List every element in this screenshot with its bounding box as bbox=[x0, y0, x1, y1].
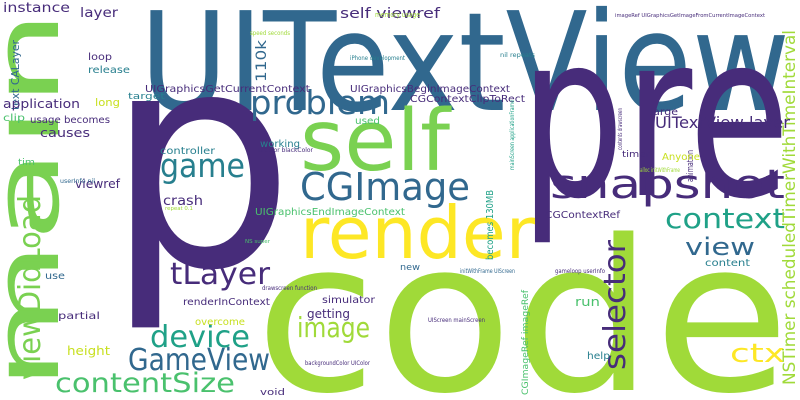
word: UIColor blackColor bbox=[258, 147, 314, 154]
word: run bbox=[575, 295, 600, 309]
word: view bbox=[685, 233, 755, 261]
word: selector bbox=[598, 239, 633, 370]
word: getting bbox=[307, 307, 350, 321]
word: ctx bbox=[730, 339, 785, 369]
word: UIGraphicsBeginImageContext bbox=[350, 84, 510, 95]
word: causes bbox=[40, 126, 90, 140]
word: timer bbox=[622, 150, 650, 160]
word: main bbox=[0, 10, 80, 390]
word: game bbox=[160, 146, 245, 185]
word: tim bbox=[18, 158, 35, 168]
word: text CALayer bbox=[9, 40, 22, 110]
word: UITextView bbox=[140, 0, 790, 143]
word: render bbox=[300, 191, 535, 275]
word: application bbox=[3, 97, 80, 111]
word: void bbox=[260, 388, 285, 398]
word: pre bbox=[520, 0, 790, 249]
word: 110k bbox=[254, 39, 270, 82]
word: viewDidLoad bbox=[13, 195, 48, 380]
word: Anyone bbox=[662, 152, 700, 163]
word: clip bbox=[3, 113, 25, 124]
word: used bbox=[355, 116, 380, 127]
word: problem bbox=[250, 83, 390, 122]
word: snapshot bbox=[550, 162, 785, 208]
word: context bbox=[665, 202, 785, 235]
word: target bbox=[128, 92, 166, 102]
word: self viewref bbox=[340, 6, 441, 22]
word: CGContextRef bbox=[545, 210, 621, 221]
word: becomes 130MB bbox=[485, 190, 496, 260]
word: new bbox=[400, 263, 420, 273]
word: nil repeats bbox=[500, 52, 535, 59]
word: usage becomes bbox=[30, 115, 110, 126]
word: CGImage bbox=[300, 165, 470, 209]
word: height bbox=[67, 344, 110, 358]
word: speed seconds bbox=[250, 30, 290, 37]
word: CGImageRef imageRef bbox=[521, 289, 531, 395]
word: long bbox=[95, 96, 120, 109]
word: instance bbox=[3, 1, 70, 16]
word: code bbox=[255, 195, 790, 400]
word: renderInContext bbox=[183, 297, 270, 308]
word: p bbox=[105, 0, 295, 336]
word: contentSize bbox=[55, 368, 235, 399]
word: tLayer bbox=[170, 257, 271, 292]
word: iPhone development bbox=[350, 55, 406, 62]
word: self bbox=[300, 92, 452, 191]
word: UIGraphicsEndImageContext bbox=[255, 207, 405, 218]
word: UITextView layer bbox=[655, 113, 790, 132]
word: mainScreen applicationFrame bbox=[509, 100, 516, 170]
word: UIGraphicsGetCurrentContext bbox=[145, 84, 310, 95]
word: viewref bbox=[75, 177, 121, 191]
word: partial bbox=[58, 311, 100, 322]
word: simulator bbox=[322, 295, 376, 306]
word: image bbox=[297, 311, 370, 344]
word: large bbox=[650, 107, 678, 118]
word: repeat 0.1 bbox=[165, 206, 193, 212]
word: overcome bbox=[195, 317, 245, 328]
word: backgroundColor UIColor bbox=[305, 360, 370, 367]
word: release bbox=[88, 65, 130, 76]
word: device bbox=[150, 320, 250, 355]
word: animation bbox=[686, 150, 696, 182]
word: contents drawscreen bbox=[617, 108, 624, 150]
word: UIScreen mainScreen bbox=[428, 317, 485, 324]
word: initWithFrame UIScreen bbox=[460, 268, 515, 275]
word: NS super bbox=[245, 239, 271, 245]
word: userInfo nil bbox=[60, 178, 95, 185]
word: content bbox=[705, 258, 750, 269]
word: drawscreen function bbox=[262, 285, 317, 292]
word: GameView bbox=[128, 343, 270, 378]
word: loop bbox=[88, 52, 112, 63]
word: gameloop userInfo bbox=[555, 268, 605, 275]
word: controller bbox=[160, 146, 216, 157]
word: CGContextClipToRect bbox=[410, 94, 525, 105]
word: NSTimer scheduledTimerWithTimeInterval bbox=[780, 30, 800, 385]
word: use bbox=[45, 271, 65, 282]
word: layer bbox=[80, 6, 119, 21]
word: help bbox=[587, 351, 610, 362]
word: crash bbox=[163, 194, 203, 209]
word: alloc initWithFrame bbox=[640, 167, 680, 174]
word: memory usage bbox=[375, 11, 420, 19]
word: working bbox=[260, 139, 300, 150]
word: imageRef UIGraphicsGetImageFromCurrentIm… bbox=[615, 13, 765, 19]
